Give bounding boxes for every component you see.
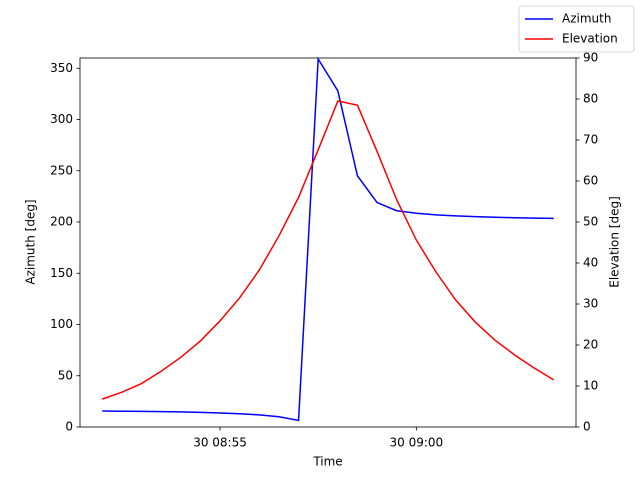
y-tick-label: 200	[50, 215, 73, 229]
x-axis-label: Time	[312, 455, 342, 469]
legend-label: Azimuth	[562, 12, 611, 26]
y-tick-label: 350	[50, 61, 73, 75]
y2-tick-label: 60	[583, 174, 598, 188]
y-tick-label: 50	[58, 368, 73, 382]
y-tick-label: 0	[65, 420, 73, 434]
series-line	[102, 56, 554, 422]
y2-tick-label: 20	[583, 338, 598, 352]
legend-label: Elevation	[562, 32, 618, 46]
y2-tick-label: 70	[583, 133, 598, 147]
x-tick-label: 30 09:00	[390, 436, 444, 450]
y-tick-label: 150	[50, 266, 73, 280]
y-tick-label: 300	[50, 112, 73, 126]
y2-tick-label: 0	[583, 420, 591, 434]
y2-tick-label: 80	[583, 92, 598, 106]
y2-tick-label: 50	[583, 215, 598, 229]
axes-frame	[79, 57, 577, 428]
y2-axis-label: Elevation [deg]	[608, 196, 622, 288]
legend-box	[518, 5, 635, 53]
series-line	[101, 100, 555, 400]
y-axis-label: Azimuth [deg]	[24, 199, 38, 284]
y2-tick-label: 90	[583, 51, 598, 65]
y-tick-label: 250	[50, 163, 73, 177]
y2-tick-label: 30	[583, 297, 598, 311]
y2-tick-label: 10	[583, 379, 598, 393]
y2-tick-label: 40	[583, 256, 598, 270]
x-tick-label: 30 08:55	[193, 436, 247, 450]
y-tick-label: 100	[50, 317, 73, 331]
